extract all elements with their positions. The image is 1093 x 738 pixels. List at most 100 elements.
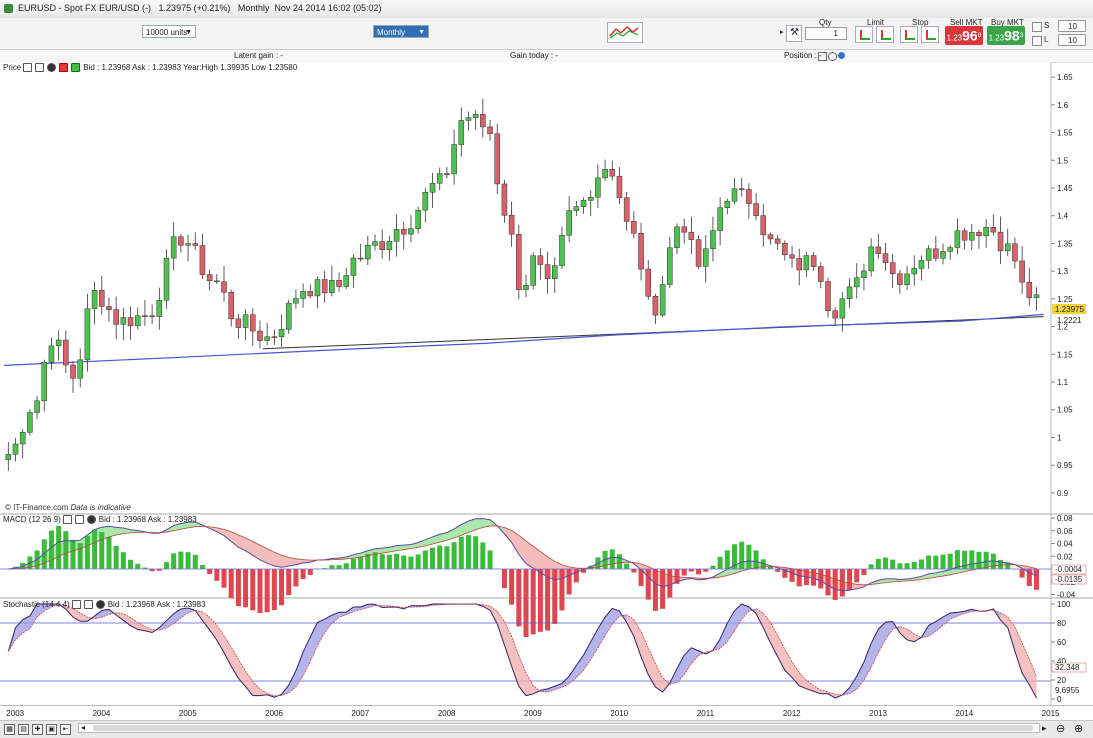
buy-market-button[interactable]: 1.23983 [987, 26, 1025, 45]
macd-histogram-bar [350, 558, 356, 569]
sell-market-button[interactable]: 1.23968 [945, 26, 983, 45]
x-tick-label: 2006 [265, 709, 283, 718]
macd-histogram-bar [660, 569, 666, 609]
position-close-icon[interactable] [828, 52, 837, 61]
candle-body [861, 270, 867, 278]
macd-histogram-bar [128, 559, 134, 569]
panel-close-icon[interactable] [95, 600, 105, 609]
panel-close-icon[interactable] [47, 63, 57, 72]
candle-body [551, 265, 558, 279]
candle-body [307, 291, 314, 297]
x-tick-label: 2005 [178, 709, 197, 718]
macd-histogram-bar [322, 568, 328, 569]
candle-body [401, 229, 407, 235]
position-link-icon[interactable] [838, 52, 845, 59]
candle-body [12, 443, 19, 455]
y-tick-label: 1.6 [1057, 101, 1069, 110]
scroll-start-icon[interactable]: ⇤ [60, 724, 71, 735]
macd-histogram-bar [947, 553, 953, 569]
candle-body [508, 215, 515, 235]
macd-histogram-bar [904, 563, 910, 569]
add-indicator-icon[interactable] [71, 63, 81, 72]
y-tick-label: 1 [1057, 433, 1062, 442]
macd-histogram-bar [185, 552, 191, 569]
macd-histogram-bar [92, 529, 98, 569]
zoom-in-icon[interactable]: ⊕ [1074, 723, 1084, 735]
candlestick-series [5, 98, 1040, 471]
candle-body [933, 248, 939, 259]
sell-label: Sell MKT [950, 18, 983, 27]
macd-histogram-bar [451, 542, 457, 569]
layout-icon[interactable]: ▤ [18, 724, 29, 735]
grid-icon[interactable]: ▦ [4, 724, 15, 735]
panel-maximize-icon[interactable] [35, 63, 45, 72]
units-select[interactable]: 10000 units ▼ [142, 25, 196, 38]
macd-histogram-bar [113, 545, 119, 569]
chart-type-button[interactable] [607, 22, 643, 43]
zoom-out-icon[interactable]: ⊖ [1056, 723, 1066, 735]
candle-body [84, 308, 91, 361]
candle-body [983, 227, 989, 237]
candle-body [379, 241, 385, 251]
s-input[interactable]: 10 [1058, 20, 1086, 32]
candle-body [149, 315, 155, 318]
macd-histogram-bar [1005, 562, 1011, 569]
candle-body [609, 169, 616, 177]
stop-buy-button[interactable] [900, 26, 918, 43]
caret-right-icon[interactable]: ▸ [780, 29, 784, 36]
period-select[interactable]: Monthly ▼ [373, 25, 429, 38]
stoch-fill-down [65, 604, 1037, 699]
candle-body [127, 317, 134, 327]
limit-sell-button[interactable] [876, 26, 894, 43]
candle-body [580, 200, 587, 207]
stoch-tick-label: 20 [1057, 676, 1066, 685]
macd-histogram-bar [739, 541, 745, 569]
x-tick-label: 2012 [782, 709, 801, 718]
chart-area[interactable]: 1.65 1.6 1.55 1.5 1.45 1.4 1.35 1.3 1.25 1.2 1.15 1… [0, 62, 1093, 705]
panel-settings-icon[interactable] [62, 515, 72, 524]
s-checkbox[interactable] [1032, 22, 1042, 32]
macd-histogram-bar [998, 559, 1004, 569]
limit-label: Limit [867, 18, 884, 27]
crosshair-icon[interactable]: ✚ [32, 724, 43, 735]
macd-histogram-bar [228, 569, 234, 599]
qty-input[interactable]: 1 [805, 27, 847, 40]
moving-average-line [3, 313, 1044, 366]
stoch-tick-label: 0 [1057, 695, 1062, 704]
candle-body [242, 314, 249, 328]
macd-histogram-bar [918, 559, 924, 569]
candle-body [77, 359, 83, 379]
l-checkbox[interactable] [1032, 36, 1042, 46]
candle-body [163, 257, 170, 301]
macd-histogram-bar [178, 551, 184, 569]
remove-indicator-icon[interactable] [59, 63, 69, 72]
candle-body [55, 339, 62, 347]
scroll-left-icon[interactable]: ◂ [81, 723, 86, 732]
settings-wrench-button[interactable]: ⚒ [786, 25, 802, 42]
panel-settings-icon[interactable] [23, 63, 33, 72]
stop-sell-button[interactable] [921, 26, 939, 43]
stoch-value-a-box [1051, 662, 1087, 673]
y-tick-label: 0.95 [1057, 461, 1073, 470]
l-input[interactable]: 10 [1058, 34, 1086, 46]
limit-buy-button[interactable] [855, 26, 873, 43]
candle-body [365, 245, 371, 260]
candle-body [889, 262, 896, 274]
panel-close-icon[interactable] [86, 515, 96, 524]
candle-body [91, 290, 98, 309]
macd-fill-positive [8, 518, 1023, 585]
print-icon[interactable]: ▣ [46, 724, 57, 735]
panel-settings-icon[interactable] [71, 600, 81, 609]
stoch-k-line [7, 603, 1037, 699]
candle-body [415, 209, 421, 229]
macd-histogram-bar [717, 556, 723, 569]
candle-body [990, 227, 997, 233]
macd-histogram-bar [624, 563, 630, 569]
panel-maximize-icon[interactable] [74, 515, 84, 524]
horizontal-scrollbar[interactable]: ◂ [78, 723, 1040, 733]
position-details-icon[interactable] [818, 52, 827, 61]
scroll-right-icon[interactable]: ▸ [1042, 723, 1047, 733]
scrollbar-thumb[interactable] [93, 725, 1033, 731]
candle-body [494, 133, 501, 185]
panel-maximize-icon[interactable] [83, 600, 93, 609]
